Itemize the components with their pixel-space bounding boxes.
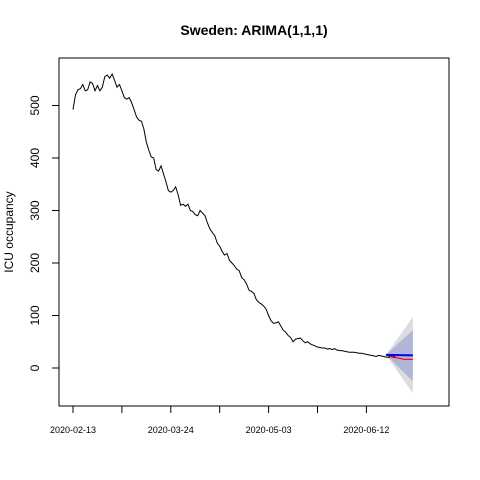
y-tick-label: 0 [28, 364, 42, 371]
y-tick-label: 300 [28, 200, 42, 220]
plot-frame [58, 57, 450, 407]
y-tick-label: 200 [28, 253, 42, 273]
series-lines [72, 72, 413, 361]
y-tick-label: 400 [28, 148, 42, 168]
x-tick-label: 2020-03-24 [148, 425, 194, 435]
forecast-line [385, 353, 413, 357]
actual-tail-line [385, 354, 413, 361]
y-tick-label: 100 [28, 305, 42, 325]
observed-line [72, 72, 401, 359]
x-tick-label: 2020-05-03 [246, 425, 292, 435]
x-tick-label: 2020-02-13 [50, 425, 96, 435]
axes: 0 100 200 300 400 500 2020-02-13 2020-03-24 2020… [28, 95, 389, 435]
y-tick-label: 500 [28, 95, 42, 115]
x-tick-label: 2020-06-12 [343, 425, 389, 435]
chart-title: Sweden: ARIMA(1,1,1) [180, 22, 327, 38]
y-axis-label: ICU occupancy [2, 191, 16, 272]
